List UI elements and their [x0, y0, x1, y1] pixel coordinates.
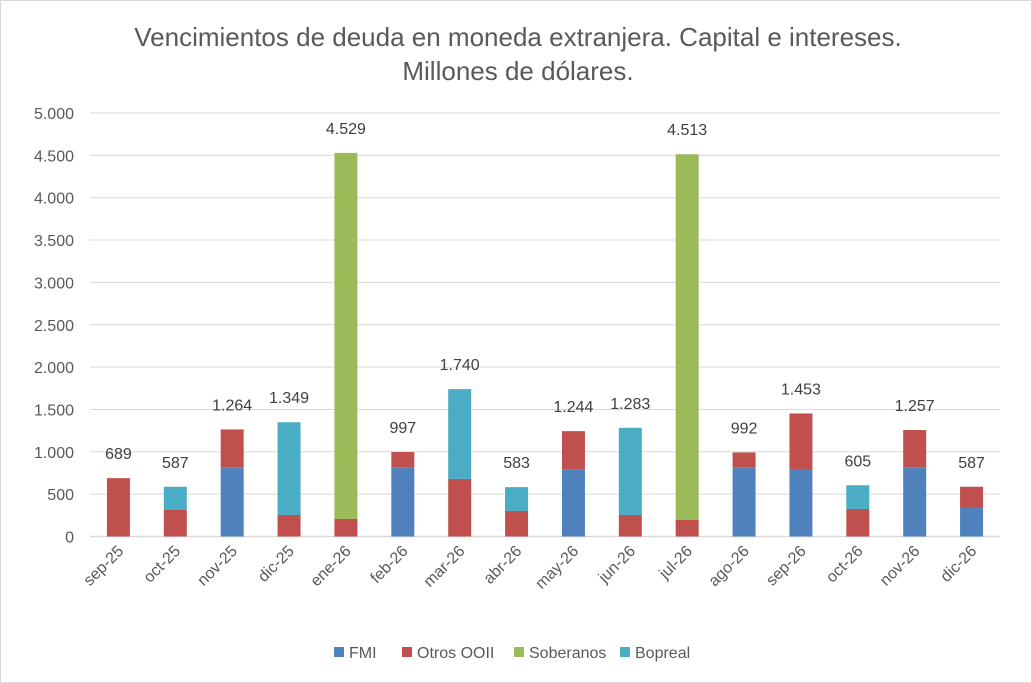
data-label-total: 992 [731, 420, 758, 437]
x-tick-label: dic-25 [255, 543, 298, 586]
data-label-total: 605 [844, 453, 871, 470]
bar-segment-bopreal [846, 485, 870, 509]
bar-segment-bopreal [505, 487, 529, 512]
y-tick-label: 500 [47, 487, 74, 504]
x-tick-label: abr-26 [481, 543, 526, 588]
data-label-total: 583 [503, 455, 530, 472]
y-tick-label: 1.000 [34, 445, 74, 462]
bar-segment-fmi [789, 469, 813, 537]
bar-segment-otros-ooii [960, 486, 984, 508]
y-tick-label: 1.500 [34, 402, 74, 419]
bar-segment-bopreal [163, 486, 187, 510]
bar-segment-otros-ooii [675, 519, 699, 537]
x-tick-label: ene-26 [308, 543, 355, 590]
y-tick-label: 0 [65, 530, 74, 547]
bar-segment-bopreal [448, 389, 472, 479]
y-tick-label: 5.000 [34, 106, 74, 123]
x-tick-label: sep-26 [763, 543, 810, 590]
bar-segment-otros-ooii [106, 478, 130, 537]
bar-segment-otros-ooii [163, 509, 187, 537]
legend-swatch [334, 647, 344, 657]
data-label-total: 1.349 [269, 390, 309, 407]
bar-segment-otros-ooii [277, 514, 301, 537]
y-tick-label: 4.000 [34, 191, 74, 208]
y-tick-label: 2.000 [34, 360, 74, 377]
data-label-total: 997 [389, 420, 416, 437]
data-label-total: 4.513 [667, 122, 707, 139]
x-tick-label: nov-25 [194, 543, 241, 590]
bar-segment-otros-ooii [220, 429, 244, 468]
x-tick-label: feb-26 [368, 543, 412, 587]
bar-segment-otros-ooii [903, 430, 927, 468]
data-label-total: 1.264 [212, 397, 252, 414]
chart-subtitle: Millones de dólares. [402, 56, 633, 86]
bar-segment-otros-ooii [846, 508, 870, 537]
bar-segment-fmi [960, 507, 984, 537]
x-tick-label: sep-25 [81, 543, 128, 590]
x-tick-label: jul-26 [656, 543, 696, 583]
bar-segment-bopreal [277, 422, 301, 515]
y-tick-label: 3.500 [34, 233, 74, 250]
bar-segment-otros-ooii [789, 413, 813, 470]
x-tick-label: oct-26 [823, 543, 867, 587]
x-tick-label: ago-26 [706, 543, 753, 590]
legend-label: Soberanos [529, 645, 606, 662]
bar-segment-otros-ooii [505, 511, 529, 537]
legend-label: Otros OOII [417, 645, 494, 662]
data-label-total: 4.529 [326, 121, 366, 138]
y-tick-label: 4.500 [34, 148, 74, 165]
data-label-total: 587 [162, 455, 189, 472]
y-tick-label: 3.000 [34, 275, 74, 292]
x-tick-label: nov-26 [877, 543, 924, 590]
bar-segment-otros-ooii [732, 452, 756, 468]
legend-swatch [514, 647, 524, 657]
bar-segment-fmi [391, 467, 415, 537]
y-tick-label: 2.500 [34, 318, 74, 335]
x-tick-label: may-26 [533, 543, 583, 593]
chart-title: Vencimientos de deuda en moneda extranje… [134, 22, 901, 52]
data-label-total: 1.244 [553, 399, 593, 416]
legend-label: FMI [349, 645, 377, 662]
x-tick-label: jun-26 [595, 543, 639, 587]
legend-swatch [620, 647, 630, 657]
data-label-total: 1.740 [440, 357, 480, 374]
data-label-total: 587 [958, 455, 985, 472]
bar-segment-otros-ooii [334, 518, 358, 537]
bar-segment-fmi [732, 467, 756, 537]
x-tick-label: oct-25 [141, 543, 185, 587]
bar-segment-soberanos [334, 152, 358, 519]
legend-label: Bopreal [635, 645, 690, 662]
bar-segment-bopreal [618, 427, 642, 515]
bar-segment-fmi [561, 469, 585, 537]
data-label-total: 689 [105, 446, 132, 463]
bar-segment-otros-ooii [561, 431, 585, 470]
data-label-total: 1.257 [895, 398, 935, 415]
bar-segment-otros-ooii [448, 478, 472, 537]
legend-swatch [402, 647, 412, 657]
bar-segment-otros-ooii [618, 514, 642, 537]
x-tick-label: mar-26 [421, 543, 469, 591]
x-tick-label: dic-26 [938, 543, 981, 586]
bar-segment-otros-ooii [391, 452, 415, 468]
data-label-total: 1.283 [610, 396, 650, 413]
bar-segment-fmi [903, 467, 927, 537]
bar-segment-fmi [220, 467, 244, 537]
bar-segment-soberanos [675, 154, 699, 520]
data-label-total: 1.453 [781, 381, 821, 398]
